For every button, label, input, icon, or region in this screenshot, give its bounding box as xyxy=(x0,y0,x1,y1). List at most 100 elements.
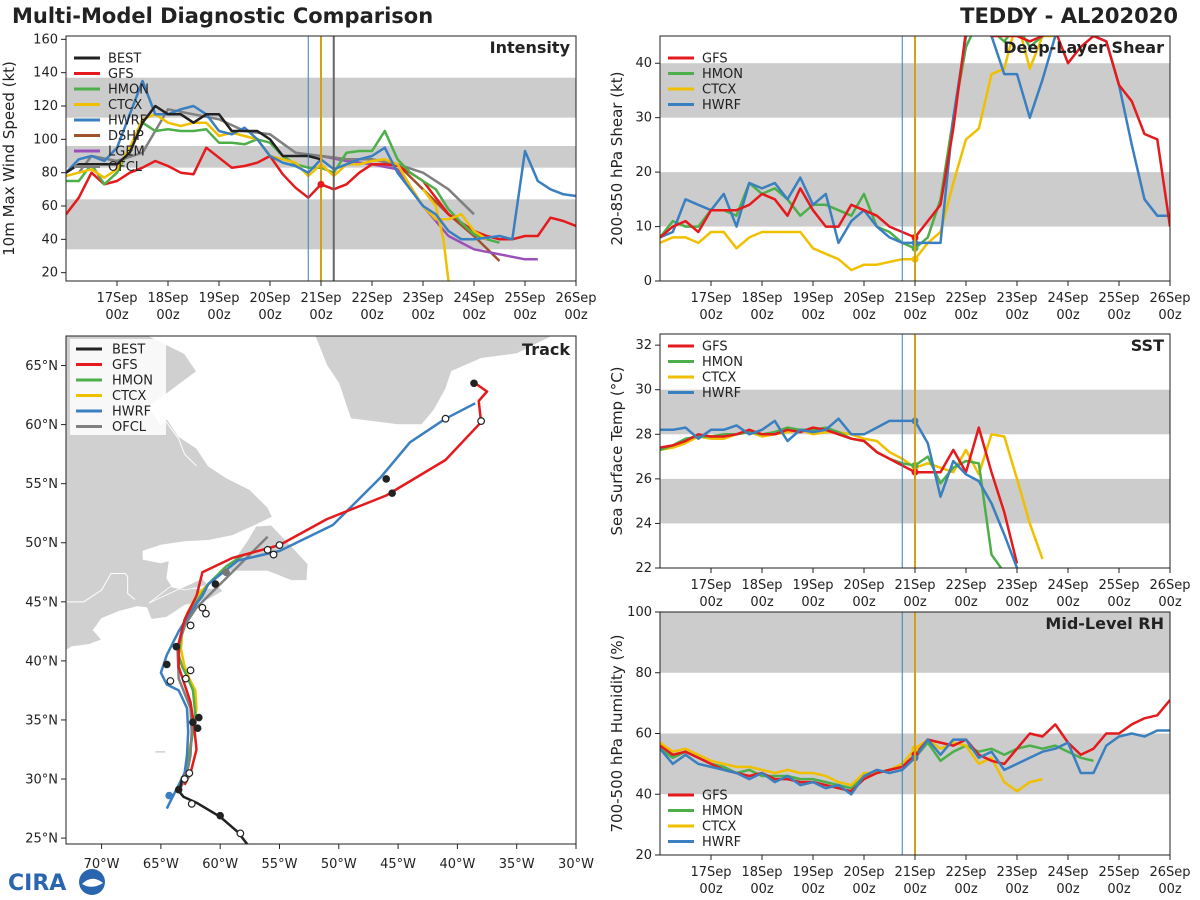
x-tick-label: 19Sep xyxy=(792,578,833,593)
x-tick-label: 19Sep xyxy=(792,865,833,880)
x-tick-label: 18Sep xyxy=(741,865,782,880)
y-tick-label: 65°N xyxy=(25,359,58,374)
legend-label: CTCX xyxy=(702,820,736,835)
y-tick-label: 26 xyxy=(635,472,652,487)
x-tick-label: 00z xyxy=(462,308,486,323)
x-tick-label: 60°W xyxy=(202,857,238,872)
series-line-hwrf xyxy=(660,417,1019,568)
x-tick-label: 00z xyxy=(1005,595,1029,610)
x-tick-label: 00z xyxy=(852,308,876,323)
y-tick-label: 80 xyxy=(41,166,58,181)
legend-label: HMON xyxy=(112,374,153,389)
x-tick-label: 00z xyxy=(564,308,588,323)
greenland-land xyxy=(314,336,553,425)
x-tick-label: 00z xyxy=(1158,595,1182,610)
legend-label: CTCX xyxy=(108,98,142,113)
track-panel: 70°W 65°W 60°W 55°W 50°W 45°W 40°W 35°W 30°W 25°N… xyxy=(25,335,594,872)
x-tick-label: 18Sep xyxy=(147,291,188,306)
x-tick-label: 22Sep xyxy=(351,291,392,306)
x-tick-label: 21Sep xyxy=(894,291,935,306)
x-tick-label: 24Sep xyxy=(453,291,494,306)
x-tick-label: 21Sep xyxy=(300,291,341,306)
province-border xyxy=(165,420,197,467)
track-point-open xyxy=(269,550,278,559)
cira-logo-swoosh xyxy=(82,878,103,887)
x-tick-label: 00z xyxy=(1056,595,1080,610)
track-point-filled xyxy=(470,379,478,388)
sst-panel: 22 24 26 28 30 32 17Sep 00z 18Sep 00z 19Sep 00z 20Se… xyxy=(608,333,1191,610)
x-tick-label: 21Sep xyxy=(894,578,935,593)
track-point-open xyxy=(187,799,196,808)
legend-label: BEST xyxy=(108,52,141,67)
x-tick-label: 00z xyxy=(360,308,384,323)
y-tick-label: 40 xyxy=(41,232,58,247)
track-point-open xyxy=(441,414,450,423)
y-tick-label: 0 xyxy=(644,274,652,289)
y-tick-label: 40 xyxy=(635,56,652,71)
x-tick-label: 00z xyxy=(903,308,927,323)
legend-label: GFS xyxy=(108,67,134,82)
legend-label: GFS xyxy=(702,789,728,804)
bermuda-land xyxy=(154,750,166,754)
legend-label: CTCX xyxy=(702,83,736,98)
x-tick-label: 26Sep xyxy=(1149,865,1190,880)
y-axis-label: 200-850 hPa Shear (kt) xyxy=(608,72,626,246)
panel-title: Mid-Level RH xyxy=(1045,614,1164,633)
x-tick-label: 00z xyxy=(903,595,927,610)
x-tick-label: 00z xyxy=(750,595,774,610)
track-point-open xyxy=(263,545,272,554)
y-tick-label: 55°N xyxy=(25,477,58,492)
x-tick-label: 00z xyxy=(156,308,180,323)
track-line-ofcl xyxy=(176,535,269,788)
track-point-filled xyxy=(382,475,391,483)
y-tick-label: 25°N xyxy=(25,832,58,847)
y-tick-label: 160 xyxy=(33,32,58,47)
x-tick-label: 00z xyxy=(852,595,876,610)
x-tick-label: 24Sep xyxy=(1047,865,1088,880)
y-tick-label: 45°N xyxy=(25,595,58,610)
y-axis-label: Sea Surface Temp (°C) xyxy=(608,366,626,535)
y-tick-label: 20 xyxy=(635,165,652,180)
map-group xyxy=(66,336,553,844)
legend-label: HMON xyxy=(702,355,743,370)
series-line-gfs xyxy=(660,426,1019,564)
legend-label: CTCX xyxy=(112,389,146,404)
x-tick-label: 18Sep xyxy=(741,578,782,593)
x-tick-label: 00z xyxy=(1158,308,1182,323)
x-tick-label: 00z xyxy=(1107,882,1131,897)
x-tick-label: 50°W xyxy=(321,857,357,872)
y-axis-label: 700-500 hPa Humidity (%) xyxy=(608,634,626,832)
province-border xyxy=(142,550,170,561)
y-tick-label: 10 xyxy=(635,220,652,235)
track-point-filled xyxy=(174,785,183,794)
y-tick-label: 50°N xyxy=(25,536,58,551)
track-point-filled xyxy=(216,811,224,820)
track-point-open xyxy=(180,775,189,783)
figure-title: Multi-Model Diagnostic Comparison xyxy=(12,4,434,28)
y-tick-label: 60 xyxy=(41,199,58,214)
series-group xyxy=(660,417,1044,568)
y-tick-label: 140 xyxy=(33,66,58,81)
x-tick-label: 23Sep xyxy=(996,865,1037,880)
x-tick-label: 25Sep xyxy=(504,291,545,306)
legend-label: CTCX xyxy=(702,371,736,386)
x-tick-label: 00z xyxy=(801,308,825,323)
plot-frame xyxy=(65,335,577,845)
x-tick-label: 24Sep xyxy=(1047,578,1088,593)
x-tick-label: 00z xyxy=(1005,308,1029,323)
pei-land xyxy=(148,577,210,604)
legend-label: OFCL xyxy=(108,160,143,175)
track-point-open xyxy=(202,609,210,618)
x-tick-label: 23Sep xyxy=(996,291,1037,306)
y-tick-label: 22 xyxy=(635,561,652,576)
x-tick-label: 22Sep xyxy=(945,865,986,880)
x-tick-label: 26Sep xyxy=(1149,578,1190,593)
y-tick-label: 20 xyxy=(41,266,58,281)
x-tick-label: 23Sep xyxy=(402,291,443,306)
x-tick-label: 21Sep xyxy=(894,865,935,880)
x-tick-label: 25Sep xyxy=(1098,578,1139,593)
y-tick-label: 24 xyxy=(635,516,652,531)
track-point-filled xyxy=(189,718,197,727)
track-point-open xyxy=(186,666,195,675)
x-tick-label: 70°W xyxy=(84,857,120,872)
